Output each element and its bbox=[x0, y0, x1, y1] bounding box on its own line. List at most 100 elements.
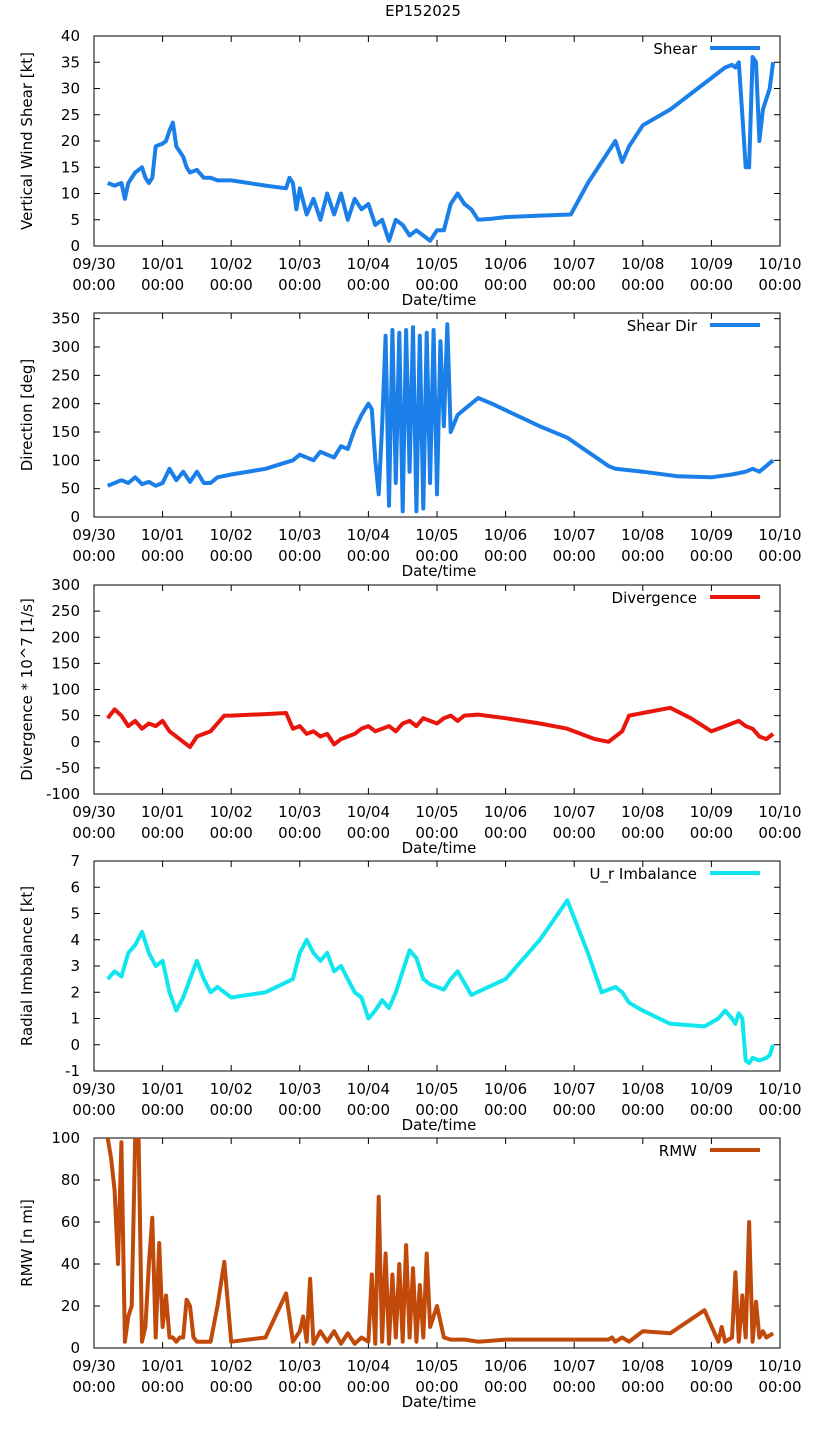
x-tick-label: 10/05 00:00 bbox=[415, 255, 458, 294]
x-tick-date: 09/30 bbox=[72, 526, 115, 544]
legend-label: Divergence bbox=[612, 589, 697, 607]
x-tick-time: 00:00 bbox=[484, 1378, 527, 1396]
plot-frame bbox=[93, 584, 781, 795]
x-tick-label: 10/04 00:00 bbox=[347, 1080, 390, 1119]
x-tick-time: 00:00 bbox=[621, 547, 664, 565]
x-tick-label: 09/30 00:00 bbox=[72, 526, 115, 565]
x-tick-label: 10/07 00:00 bbox=[553, 803, 596, 842]
x-tick-date: 10/08 bbox=[621, 1080, 664, 1098]
x-tick-label: 10/04 00:00 bbox=[347, 526, 390, 565]
x-tick-time: 00:00 bbox=[210, 1378, 253, 1396]
x-tick-date: 10/05 bbox=[415, 1080, 458, 1098]
x-tick-time: 00:00 bbox=[210, 1101, 253, 1119]
x-tick-date: 10/02 bbox=[210, 526, 253, 544]
x-tick-label: 10/08 00:00 bbox=[621, 1080, 664, 1119]
y-tick-label: 40 bbox=[61, 27, 80, 45]
x-tick-time: 00:00 bbox=[415, 547, 458, 565]
x-tick-date: 10/06 bbox=[484, 1357, 527, 1375]
x-tick-time: 00:00 bbox=[484, 276, 527, 294]
x-tick-label: 10/07 00:00 bbox=[553, 255, 596, 294]
x-tick-date: 09/30 bbox=[72, 1357, 115, 1375]
x-tick-time: 00:00 bbox=[690, 1101, 733, 1119]
y-tick-label: 60 bbox=[61, 1213, 80, 1231]
x-tick-time: 00:00 bbox=[758, 1378, 801, 1396]
x-tick-time: 00:00 bbox=[210, 276, 253, 294]
x-tick-date: 10/06 bbox=[484, 526, 527, 544]
x-tick-time: 00:00 bbox=[621, 276, 664, 294]
x-tick-time: 00:00 bbox=[621, 824, 664, 842]
x-tick-date: 10/01 bbox=[141, 1080, 184, 1098]
x-tick-date: 10/03 bbox=[278, 526, 321, 544]
x-tick-date: 10/02 bbox=[210, 803, 253, 821]
x-tick-label: 10/09 00:00 bbox=[690, 1357, 733, 1396]
x-tick-time: 00:00 bbox=[141, 547, 184, 565]
y-tick-label: 4 bbox=[70, 931, 80, 949]
x-tick-time: 00:00 bbox=[347, 824, 390, 842]
x-tick-date: 10/09 bbox=[690, 255, 733, 273]
x-tick-label: 10/02 00:00 bbox=[210, 803, 253, 842]
x-tick-label: 10/09 00:00 bbox=[690, 1080, 733, 1119]
y-tick-label: 80 bbox=[61, 1171, 80, 1189]
x-tick-label: 10/04 00:00 bbox=[347, 255, 390, 294]
x-tick-date: 10/03 bbox=[278, 255, 321, 273]
legend-label: U_r Imbalance bbox=[589, 865, 697, 884]
x-tick-time: 00:00 bbox=[141, 276, 184, 294]
x-tick-date: 10/07 bbox=[553, 803, 596, 821]
legend-label: RMW bbox=[659, 1142, 697, 1160]
x-axis-label: Date/time bbox=[402, 1393, 477, 1411]
y-axis-label: Divergence * 10^7 [1/s] bbox=[18, 598, 36, 781]
x-tick-label: 10/08 00:00 bbox=[621, 255, 664, 294]
x-tick-label: 10/05 00:00 bbox=[415, 526, 458, 565]
y-tick-label: 7 bbox=[70, 852, 80, 870]
series-line bbox=[106, 322, 775, 514]
x-tick-label: 10/03 00:00 bbox=[278, 1080, 321, 1119]
series-line bbox=[105, 1138, 775, 1346]
x-tick-date: 10/02 bbox=[210, 1080, 253, 1098]
x-tick-date: 10/05 bbox=[415, 803, 458, 821]
y-tick-label: 300 bbox=[51, 576, 80, 594]
x-tick-label: 10/08 00:00 bbox=[621, 1357, 664, 1396]
x-tick-label: 10/03 00:00 bbox=[278, 1357, 321, 1396]
y-tick-label: 350 bbox=[51, 310, 80, 328]
plot-frame bbox=[93, 1137, 781, 1349]
chart-panel-5: 0 20 40 60 80 100 09/30 00:00 10/01 00:00 10/02 00:… bbox=[18, 1129, 802, 1411]
series-line bbox=[106, 898, 776, 1066]
x-tick-label: 10/01 00:00 bbox=[141, 1080, 184, 1119]
y-axis-label: Direction [deg] bbox=[18, 359, 36, 472]
x-tick-date: 10/04 bbox=[347, 1357, 390, 1375]
chart-panel-2: 0 50 100 150 200 250 300 350 09/30 00:00 10/01 00:0… bbox=[18, 310, 802, 580]
y-tick-label: 50 bbox=[61, 480, 80, 498]
x-tick-label: 10/01 00:00 bbox=[141, 1357, 184, 1396]
x-tick-date: 09/30 bbox=[72, 803, 115, 821]
x-tick-time: 00:00 bbox=[758, 547, 801, 565]
x-tick-label: 09/30 00:00 bbox=[72, 1080, 115, 1119]
x-tick-label: 10/05 00:00 bbox=[415, 803, 458, 842]
x-tick-label: 10/07 00:00 bbox=[553, 526, 596, 565]
x-tick-date: 10/05 bbox=[415, 1357, 458, 1375]
y-tick-label: 5 bbox=[70, 905, 80, 923]
x-tick-label: 10/02 00:00 bbox=[210, 1080, 253, 1119]
y-tick-label: 200 bbox=[51, 628, 80, 646]
x-tick-date: 10/07 bbox=[553, 1357, 596, 1375]
y-tick-label: 20 bbox=[61, 1297, 80, 1315]
y-tick-label: 6 bbox=[70, 878, 80, 896]
x-tick-label: 10/06 00:00 bbox=[484, 526, 527, 565]
x-tick-label: 10/06 00:00 bbox=[484, 1080, 527, 1119]
x-tick-date: 10/10 bbox=[758, 1080, 801, 1098]
x-tick-date: 10/02 bbox=[210, 255, 253, 273]
x-tick-date: 10/08 bbox=[621, 1357, 664, 1375]
x-tick-date: 09/30 bbox=[72, 255, 115, 273]
x-tick-date: 10/10 bbox=[758, 255, 801, 273]
x-tick-time: 00:00 bbox=[484, 824, 527, 842]
x-tick-date: 10/10 bbox=[758, 526, 801, 544]
x-tick-date: 10/05 bbox=[415, 255, 458, 273]
x-tick-label: 10/06 00:00 bbox=[484, 803, 527, 842]
x-tick-time: 00:00 bbox=[347, 1378, 390, 1396]
y-tick-label: 100 bbox=[51, 1129, 80, 1147]
x-axis-label: Date/time bbox=[402, 562, 477, 580]
x-tick-date: 10/08 bbox=[621, 255, 664, 273]
y-tick-label: 0 bbox=[70, 1339, 80, 1357]
